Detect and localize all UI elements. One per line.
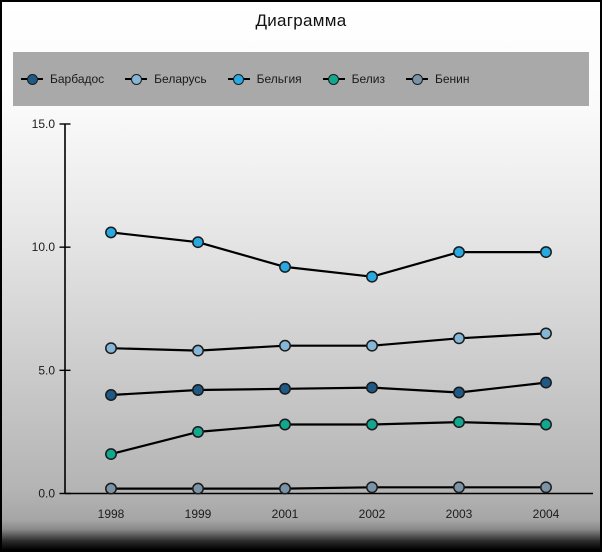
data-point-Барбадос-2002 [366,381,378,394]
data-point-Бельгия-2003 [453,246,465,259]
x-tick-label: 2004 [533,507,560,521]
data-point-Белиз-2004 [540,418,552,431]
x-tick-label: 2002 [359,507,386,521]
x-tick-label: 1999 [185,507,212,521]
legend-item: Белиз [322,72,385,86]
data-point-Беларусь-1998 [105,342,117,355]
data-point-Бенин-2004 [540,481,552,494]
legend-series-marker-icon [21,73,43,85]
series-line-Барбадос [109,381,548,397]
legend-label: Беларусь [154,72,207,86]
legend-item: Бенин [406,72,470,86]
y-tick-label: 0.0 [38,487,55,501]
legend-label: Бельгия [256,72,302,86]
series-line-Беларусь [109,332,548,352]
legend-item: Беларусь [125,72,207,86]
data-point-Беларусь-2001 [279,339,291,352]
data-point-Белиз-2002 [366,418,378,431]
y-tick-label: 5.0 [38,363,55,377]
legend-label: Белиз [351,72,385,86]
chart-title: Диаграмма [255,11,347,30]
data-point-Белиз-2003 [453,416,465,429]
data-point-Беларусь-2004 [540,327,552,340]
data-point-Барбадос-1998 [105,389,117,401]
x-tick-label: 1998 [98,507,125,521]
data-point-Беларусь-2003 [453,332,465,345]
data-point-Бельгия-2002 [366,270,378,283]
legend-item: Бельгия [227,72,302,86]
series-line-Белиз [109,421,548,456]
legend-label: Бенин [435,72,470,86]
data-point-Бенин-2001 [279,482,291,495]
data-point-Белиз-2001 [279,418,291,431]
data-point-Бельгия-1999 [192,236,204,249]
data-point-Белиз-1999 [192,425,204,438]
data-point-Барбадос-2004 [540,376,552,389]
data-point-Беларусь-2002 [366,339,378,352]
x-tick-label: 2001 [272,507,299,521]
legend-label: Барбадос [50,72,105,86]
x-tick-label: 2003 [446,507,473,521]
data-point-Барбадос-2003 [453,386,465,399]
legend: Барбадос Беларусь Бельгия Белиз Бенин [13,52,589,106]
series-line-Бенин [109,486,548,490]
data-point-Бенин-1998 [105,482,117,495]
legend-series-marker-icon [322,73,345,85]
legend-series-marker-icon [125,73,148,85]
legend-item: Барбадос [21,72,104,86]
data-point-Барбадос-1999 [192,384,204,396]
data-point-Барбадос-2001 [279,382,291,395]
data-point-Беларусь-1999 [192,344,204,357]
y-tick-label: 10.0 [32,240,56,254]
data-point-Бельгия-1998 [105,226,117,239]
series-line-Бельгия [109,231,548,278]
y-tick-label: 15.0 [32,117,56,131]
data-point-Бенин-2002 [366,481,378,494]
data-point-Белиз-1998 [105,448,117,461]
data-point-Бенин-2003 [453,481,465,494]
legend-series-marker-icon [227,73,250,85]
data-point-Бельгия-2001 [279,260,291,273]
legend-series-marker-icon [406,73,428,85]
data-point-Бенин-1999 [192,482,204,495]
data-point-Бельгия-2004 [540,246,552,259]
